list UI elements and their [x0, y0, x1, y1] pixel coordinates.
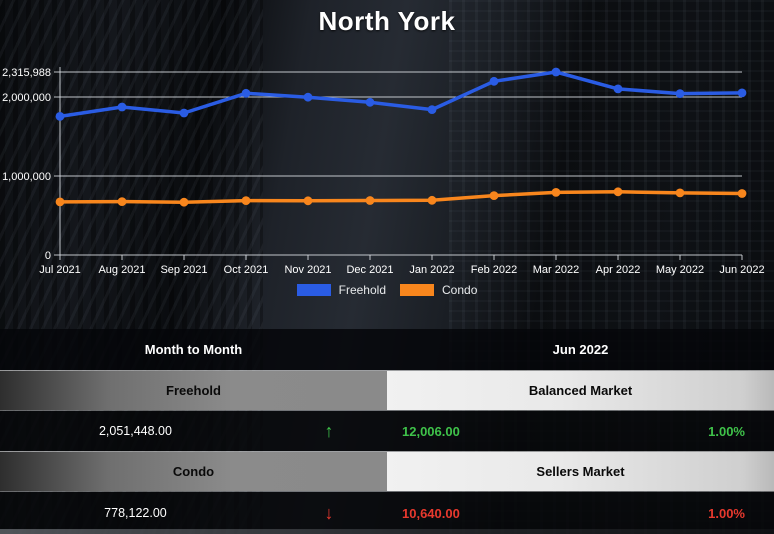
- svg-text:1,000,000: 1,000,000: [2, 171, 51, 183]
- freehold-label: Freehold: [0, 371, 387, 410]
- page-title: North York: [318, 6, 456, 36]
- freehold-band-row: Freehold Balanced Market: [0, 370, 774, 411]
- header-current-month: Jun 2022: [552, 342, 609, 357]
- chart-legend: Freehold Condo: [0, 283, 774, 297]
- condo-percent-change: 1.00%: [708, 505, 745, 521]
- freehold-values-row: 2,051,448.00 ↑ 12,006.00 1.00%: [0, 411, 774, 451]
- legend-label-condo: Condo: [442, 283, 478, 297]
- condo-band-row: Condo Sellers Market: [0, 451, 774, 492]
- photo-bottom-strip: [0, 529, 774, 534]
- header-month-to-month: Month to Month: [144, 342, 243, 357]
- legend-item-condo: Condo: [400, 283, 477, 297]
- svg-text:2,315,988: 2,315,988: [2, 67, 51, 79]
- condo-swatch-icon: [400, 284, 434, 296]
- svg-text:Sep 2021: Sep 2021: [160, 264, 207, 276]
- freehold-percent-change: 1.00%: [708, 423, 745, 439]
- svg-text:Aug 2021: Aug 2021: [98, 264, 145, 276]
- summary-table: Month to Month Jun 2022 Freehold Balance…: [0, 329, 774, 534]
- freehold-month-stats-cell: 12,006.00 1.00%: [387, 411, 774, 451]
- price-trend-chart: 0 1,000,000 2,000,000 2,315,988 Jul 2021 Aug …: [2, 67, 765, 276]
- svg-text:Jan 2022: Jan 2022: [409, 264, 454, 276]
- freehold-market-status: Balanced Market: [387, 371, 774, 410]
- svg-text:Nov 2021: Nov 2021: [284, 264, 331, 276]
- svg-text:2,000,000: 2,000,000: [2, 92, 51, 104]
- condo-month-stats-cell: 10,640.00 1.00%: [387, 492, 774, 534]
- freehold-sold-value: 12,006.00: [402, 423, 460, 439]
- svg-text:Jul 2021: Jul 2021: [39, 264, 81, 276]
- condo-sold-value: 10,640.00: [402, 505, 460, 521]
- condo-market-status: Sellers Market: [387, 452, 774, 491]
- svg-text:Mar 2022: Mar 2022: [533, 264, 579, 276]
- svg-text:Feb 2022: Feb 2022: [471, 264, 517, 276]
- svg-text:Jun 2022: Jun 2022: [719, 264, 764, 276]
- legend-item-freehold: Freehold: [296, 283, 386, 297]
- svg-text:0: 0: [45, 250, 51, 262]
- condo-label: Condo: [0, 452, 387, 491]
- legend-label-freehold: Freehold: [338, 283, 386, 297]
- freehold-swatch-icon: [296, 284, 331, 296]
- trend-down-arrow-icon: ↓: [324, 503, 334, 523]
- condo-average-price: 778,122.00: [104, 506, 167, 520]
- table-header-row: Month to Month Jun 2022: [0, 329, 774, 370]
- freehold-average-price: 2,051,448.00: [98, 424, 172, 438]
- condo-values-row: 778,122.00 ↓ 10,640.00 1.00%: [0, 492, 774, 534]
- svg-text:May 2022: May 2022: [656, 264, 704, 276]
- svg-text:Dec 2021: Dec 2021: [346, 264, 393, 276]
- svg-text:Oct 2021: Oct 2021: [224, 264, 269, 276]
- trend-up-arrow-icon: ↑: [324, 421, 334, 441]
- freehold-price-cell: 2,051,448.00 ↑: [0, 411, 387, 451]
- condo-price-cell: 778,122.00 ↓: [0, 492, 387, 534]
- svg-text:Apr 2022: Apr 2022: [596, 264, 641, 276]
